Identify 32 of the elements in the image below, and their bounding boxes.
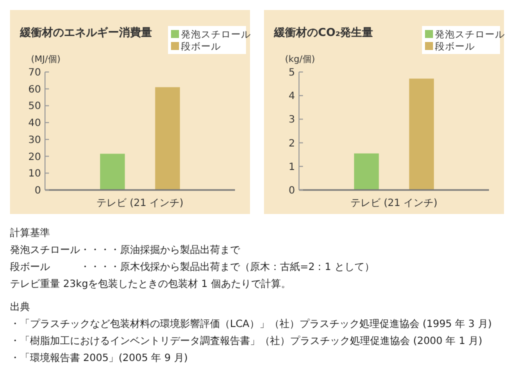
y-axis-title: (kg/個) [285,54,315,65]
text: ・「樹脂加工におけるインベントリデータ調査報告書」（社）プラスチック処理促進協会 (2000 年 1 月) [10,335,482,347]
x-tick-label: テレビ (21 インチ) [96,198,184,209]
text: 出典 [10,301,30,313]
y-tick-label: 50 [28,101,41,112]
y-tick-label: 40 [28,118,41,130]
text: ・「プラスチックなど包装材料の環境影響評価（LCA）」（社）プラスチック処理促進協会 (1995 年 3 月) [10,318,492,330]
legend-label: 発泡スチロール [181,28,251,40]
y-tick-label: 60 [28,84,41,96]
text: ・「環境報告書 2005」(2005 年 9 月) [10,352,188,364]
legend-label: 段ボール [435,40,475,52]
x-tick-label: テレビ (21 インチ) [350,198,438,209]
y-tick-label: 1 [288,162,295,173]
chart-title: 緩衝材のCO₂発生量 [273,26,374,39]
text: 段ボール ・・・・原木伐採から製品出荷まで（原木：古紙=2：1 として） [10,261,374,273]
y-tick-label: 5 [288,68,295,78]
y-tick-label: 10 [28,168,41,180]
y-tick-label: 0 [34,186,41,196]
y-tick-label: 4 [288,91,295,102]
y-tick-label: 0 [288,186,295,196]
y-tick-label: 30 [28,134,41,146]
legend-label: 発泡スチロール [435,28,505,40]
y-tick-label: 2 [288,138,295,150]
y-tick-label: 70 [28,68,41,78]
text: 計算基準 [10,227,50,239]
legend-label: 段ボール [181,40,221,52]
text: テレビ重量 23kgを包装したときの包装材 1 個あたりで計算。 [10,278,291,290]
chart-title: 緩衝材のエネルギー消費量 [19,26,152,39]
y-tick-label: 3 [288,114,295,126]
y-tick-label: 20 [28,152,41,163]
text: 発泡スチロール・・・・原油採掘から製品出荷まで [10,244,241,256]
y-axis-title: (MJ/個) [31,54,60,65]
